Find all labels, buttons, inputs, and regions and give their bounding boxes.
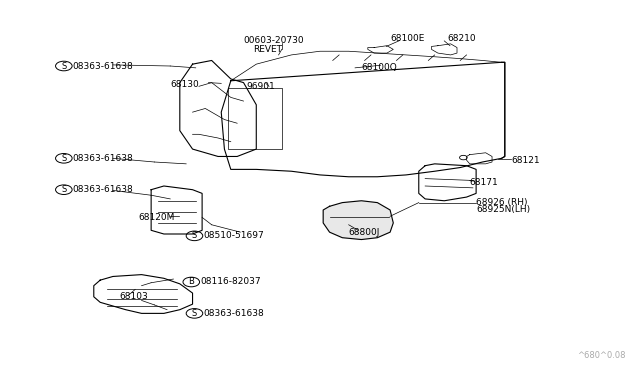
Text: 08363-61638: 08363-61638 xyxy=(204,309,264,318)
Text: S: S xyxy=(192,309,197,318)
Text: 68800J: 68800J xyxy=(349,228,380,237)
Text: 00603-20730: 00603-20730 xyxy=(244,36,304,45)
Text: 68103: 68103 xyxy=(119,292,148,301)
Text: 68120M: 68120M xyxy=(138,213,175,222)
Text: S: S xyxy=(61,154,67,163)
Text: REVET: REVET xyxy=(253,45,282,54)
Text: 08363-61638: 08363-61638 xyxy=(73,154,134,163)
Text: 08510-51697: 08510-51697 xyxy=(204,231,264,240)
Text: 08116-82037: 08116-82037 xyxy=(200,278,261,286)
Text: S: S xyxy=(61,61,67,71)
Text: 68100Q: 68100Q xyxy=(362,63,397,72)
Text: 68925N(LH): 68925N(LH) xyxy=(476,205,531,215)
Text: 96901: 96901 xyxy=(246,82,275,91)
Text: B: B xyxy=(188,278,194,286)
Text: 68210: 68210 xyxy=(447,34,476,43)
Polygon shape xyxy=(323,201,394,240)
Text: 68171: 68171 xyxy=(470,178,499,187)
Text: ^680^0.08: ^680^0.08 xyxy=(577,350,626,359)
Text: 68130: 68130 xyxy=(170,80,199,89)
Text: 08363-61638: 08363-61638 xyxy=(73,185,134,194)
Text: 68121: 68121 xyxy=(511,155,540,165)
Text: S: S xyxy=(192,231,197,240)
Text: S: S xyxy=(61,185,67,194)
Text: 68926 (RH): 68926 (RH) xyxy=(476,198,527,207)
Text: 68100E: 68100E xyxy=(390,34,424,43)
Text: 08363-61638: 08363-61638 xyxy=(73,61,134,71)
